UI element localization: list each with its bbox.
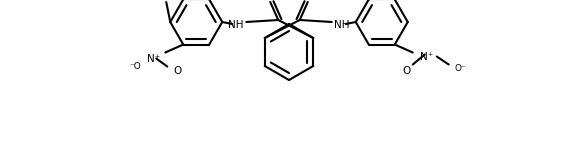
Text: N⁺: N⁺ [147, 54, 161, 63]
Text: O: O [403, 65, 411, 76]
Text: NH: NH [228, 20, 244, 30]
Text: NH: NH [334, 20, 350, 30]
Text: O: O [173, 65, 181, 76]
Text: N⁺: N⁺ [420, 52, 434, 62]
Text: ⁻O: ⁻O [129, 62, 141, 71]
Text: O⁻: O⁻ [455, 64, 466, 73]
